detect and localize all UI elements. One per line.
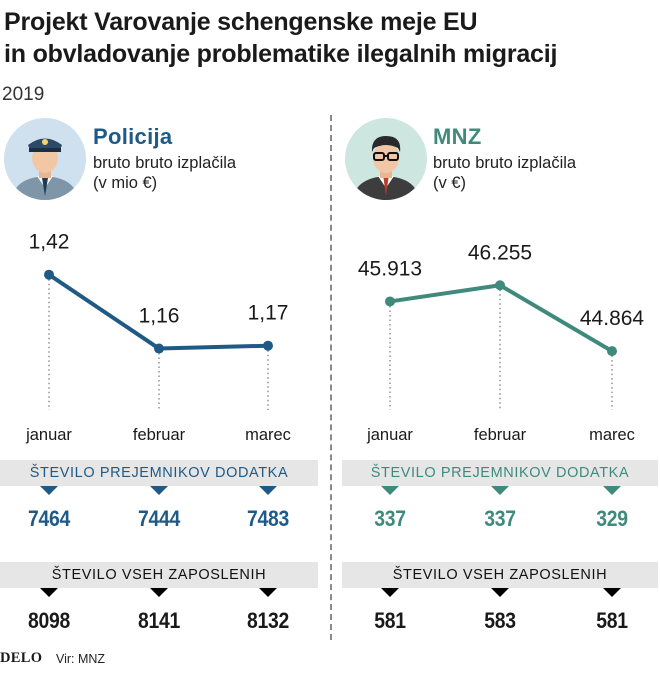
- mnz-subtitle-line2: (v €): [433, 174, 466, 192]
- policija-recipients-march: 7483: [246, 506, 290, 531]
- mnz-subtitle-line1: bruto bruto izplačila: [433, 154, 577, 172]
- mnz-title: MNZ: [433, 124, 482, 149]
- mnz-line-chart: 45.913 januar 46.255 februar 44.864 marec: [358, 241, 645, 444]
- policija-employees-arrow: [40, 588, 58, 597]
- policija-data-point: [154, 343, 164, 354]
- policija-recipients-band: ŠTEVILO PREJEMNIKOV DODATKA: [0, 460, 318, 486]
- mnz-data-label: 46.255: [468, 241, 532, 264]
- policija-recipients-arrow: [150, 486, 168, 495]
- policija-subtitle: bruto bruto izplačila (v mio €): [93, 153, 236, 193]
- title-line-2: in obvladovanje problematike ilegalnih m…: [4, 40, 558, 68]
- mnz-recipients-arrow: [603, 486, 621, 495]
- policija-employees-january: 8098: [27, 608, 71, 633]
- policija-recipients-february: 7444: [137, 506, 181, 531]
- policija-data-label: 1,17: [248, 302, 289, 325]
- mnz-recipients-arrow: [381, 486, 399, 495]
- police-officer-icon: [4, 118, 86, 200]
- mnz-employees-arrow: [381, 588, 399, 597]
- policija-employees-march: 8132: [246, 608, 290, 633]
- mnz-recipients-label: ŠTEVILO PREJEMNIKOV DODATKA: [370, 465, 630, 481]
- policija-employees-band: ŠTEVILO VSEH ZAPOSLENIH: [0, 562, 318, 588]
- mnz-employees-march: 581: [596, 608, 628, 633]
- mnz-employees-band: ŠTEVILO VSEH ZAPOSLENIH: [342, 562, 658, 588]
- mnz-recipients-march: 329: [596, 506, 628, 531]
- policija-data-label: 1,42: [29, 231, 70, 254]
- mnz-employees-arrow: [491, 588, 509, 597]
- policija-data-label: 1,16: [139, 305, 180, 328]
- policija-data-point: [44, 269, 54, 280]
- source-note: Vir: MNZ: [56, 652, 106, 666]
- policija-data-point: [263, 340, 273, 351]
- title-line-1: Projekt Varovanje schengenske meje EU: [4, 8, 478, 36]
- mnz-data-label: 44.864: [580, 307, 645, 330]
- policija-employees-arrow: [259, 588, 277, 597]
- mnz-employees-january: 581: [374, 608, 406, 633]
- mnz-subtitle: bruto bruto izplačila (v €): [433, 153, 576, 193]
- delo-logo: DELO: [0, 650, 43, 666]
- mnz-recipients-band: ŠTEVILO PREJEMNIKOV DODATKA: [342, 460, 658, 486]
- policija-line-chart: 1,42 januar 1,16 februar 1,17 marec: [25, 231, 291, 444]
- policija-subtitle-line1: bruto bruto izplačila: [93, 154, 237, 172]
- policija-subtitle-line2: (v mio €): [93, 174, 158, 192]
- civil-servant-icon: [345, 118, 427, 200]
- mnz-data-point: [607, 346, 617, 357]
- mnz-recipients-january: 337: [374, 506, 406, 531]
- year-label: 2019: [2, 84, 45, 105]
- mnz-x-tick-label: januar: [366, 426, 413, 444]
- mnz-employees-february: 583: [484, 608, 516, 633]
- panel-divider: [330, 115, 332, 640]
- policija-recipients-arrow: [40, 486, 58, 495]
- policija-recipients-label: ŠTEVILO PREJEMNIKOV DODATKA: [29, 465, 289, 481]
- policija-employees-label: ŠTEVILO VSEH ZAPOSLENIH: [51, 567, 267, 583]
- policija-x-tick-label: februar: [133, 426, 186, 444]
- policija-recipients-arrow: [259, 486, 277, 495]
- policija-x-tick-label: januar: [25, 426, 72, 444]
- policija-title: Policija: [93, 124, 173, 149]
- mnz-recipients-arrow: [491, 486, 509, 495]
- mnz-data-point: [385, 296, 395, 307]
- policija-x-tick-label: marec: [245, 426, 291, 444]
- policija-employees-february: 8141: [137, 608, 181, 633]
- policija-recipients-january: 7464: [27, 506, 71, 531]
- page-title: Projekt Varovanje schengenske meje EU in…: [4, 6, 656, 70]
- mnz-recipients-february: 337: [484, 506, 516, 531]
- mnz-series-line: [388, 283, 614, 354]
- mnz-employees-arrow: [603, 588, 621, 597]
- mnz-x-tick-label: februar: [474, 426, 527, 444]
- mnz-x-tick-label: marec: [589, 426, 635, 444]
- mnz-employees-label: ŠTEVILO VSEH ZAPOSLENIH: [392, 567, 608, 583]
- policija-employees-arrow: [150, 588, 168, 597]
- mnz-data-label: 45.913: [358, 257, 422, 280]
- mnz-data-point: [495, 280, 505, 291]
